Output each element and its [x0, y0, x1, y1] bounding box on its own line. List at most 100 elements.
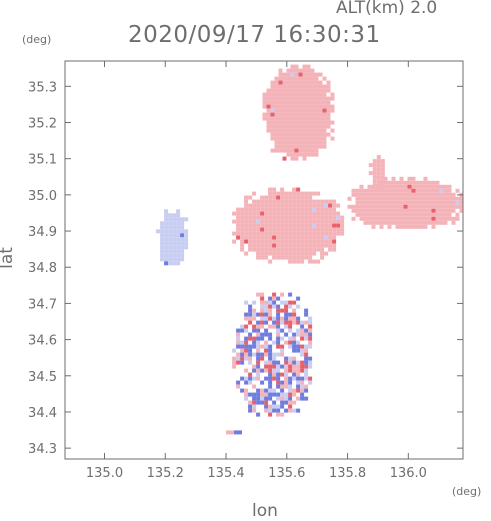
echo-cell — [292, 336, 297, 341]
echo-cell — [278, 148, 283, 153]
echo-cell — [268, 207, 273, 212]
echo-cell — [244, 235, 249, 240]
echo-cell — [387, 216, 392, 221]
echo-cell — [403, 216, 408, 221]
echo-cell — [300, 215, 305, 220]
echo-cell — [447, 188, 452, 193]
echo-cell — [318, 132, 323, 137]
echo-cell — [244, 203, 249, 208]
echo-field — [156, 64, 464, 435]
echo-cell — [276, 392, 281, 397]
echo-cell — [310, 100, 315, 105]
echo-cell — [419, 192, 424, 197]
echo-cell — [280, 372, 285, 377]
echo-cell — [248, 231, 253, 236]
echo-cell — [308, 247, 313, 252]
echo-cell — [180, 237, 185, 242]
echo-cell — [284, 372, 289, 377]
echo-cell — [308, 380, 313, 385]
echo-cell — [164, 221, 169, 226]
echo-cell — [403, 196, 408, 201]
echo-cell — [308, 243, 313, 248]
echo-cell — [240, 247, 245, 252]
echo-cell — [435, 184, 440, 189]
echo-cell — [270, 108, 275, 113]
echo-cell — [435, 216, 440, 221]
echo-cell — [274, 96, 279, 101]
echo-cell — [248, 195, 253, 200]
echo-cell — [300, 191, 305, 196]
echo-cell — [318, 92, 323, 97]
echo-cell — [306, 64, 311, 69]
echo-cell — [407, 180, 412, 185]
echo-cell — [252, 392, 257, 397]
echo-cell — [302, 124, 307, 129]
echo-cell — [439, 184, 444, 189]
echo-cell — [314, 80, 319, 85]
echo-cell — [411, 184, 416, 189]
echo-cell — [320, 223, 325, 228]
y-tick-label: 34.8 — [28, 261, 57, 276]
echo-cell — [395, 192, 400, 197]
echo-cell — [236, 332, 241, 337]
echo-cell — [375, 196, 380, 201]
echo-cell — [284, 203, 289, 208]
echo-cell — [423, 216, 428, 221]
echo-cell — [332, 211, 337, 216]
echo-cell — [290, 136, 295, 141]
echo-cell — [328, 199, 333, 204]
echo-cell — [264, 404, 269, 409]
x-tick-label: 135.0 — [86, 466, 123, 481]
echo-cell — [304, 199, 309, 204]
echo-cell — [318, 140, 323, 145]
echo-cell — [268, 348, 273, 353]
y-tick-label: 35.0 — [28, 189, 57, 204]
echo-cell — [266, 124, 271, 129]
echo-cell — [260, 308, 265, 313]
echo-cell — [292, 211, 297, 216]
timestamp-title: 2020/09/17 16:30:31 — [128, 22, 381, 48]
echo-cell — [238, 430, 242, 435]
echo-cell — [274, 84, 279, 89]
echo-cell — [312, 219, 317, 224]
echo-cell — [304, 255, 309, 260]
echo-cell — [399, 180, 404, 185]
echo-cell — [274, 140, 279, 145]
echo-cell — [306, 80, 311, 85]
echo-cell — [447, 204, 452, 209]
echo-cell — [280, 308, 285, 313]
echo-cell — [308, 235, 313, 240]
echo-cell — [411, 212, 416, 217]
echo-cell — [300, 211, 305, 216]
echo-cell — [240, 344, 245, 349]
echo-cell — [260, 231, 265, 236]
echo-cell — [248, 320, 253, 325]
echo-cell — [318, 100, 323, 105]
echo-cell — [302, 80, 307, 85]
echo-cell — [415, 192, 420, 197]
echo-cell — [451, 200, 456, 205]
echo-cell — [272, 199, 277, 204]
echo-cell — [292, 376, 297, 381]
echo-cell — [318, 124, 323, 129]
echo-cell — [312, 235, 317, 240]
echo-cell — [332, 239, 337, 244]
echo-cell — [264, 235, 269, 240]
echo-cell — [427, 212, 432, 217]
echo-cell — [256, 348, 261, 353]
echo-cell — [270, 124, 275, 129]
echo-cell — [252, 231, 257, 236]
echo-cell — [320, 207, 325, 212]
echo-cell — [403, 180, 408, 185]
echo-cell — [176, 209, 181, 214]
echo-cell — [282, 104, 287, 109]
echo-cell — [308, 332, 313, 337]
echo-cell — [272, 211, 277, 216]
echo-cell — [298, 92, 303, 97]
echo-cell — [294, 128, 299, 133]
echo-cell — [340, 223, 345, 228]
echo-cell — [282, 132, 287, 137]
echo-cell — [256, 412, 261, 417]
echo-cell — [308, 207, 313, 212]
echo-cell — [298, 112, 303, 117]
